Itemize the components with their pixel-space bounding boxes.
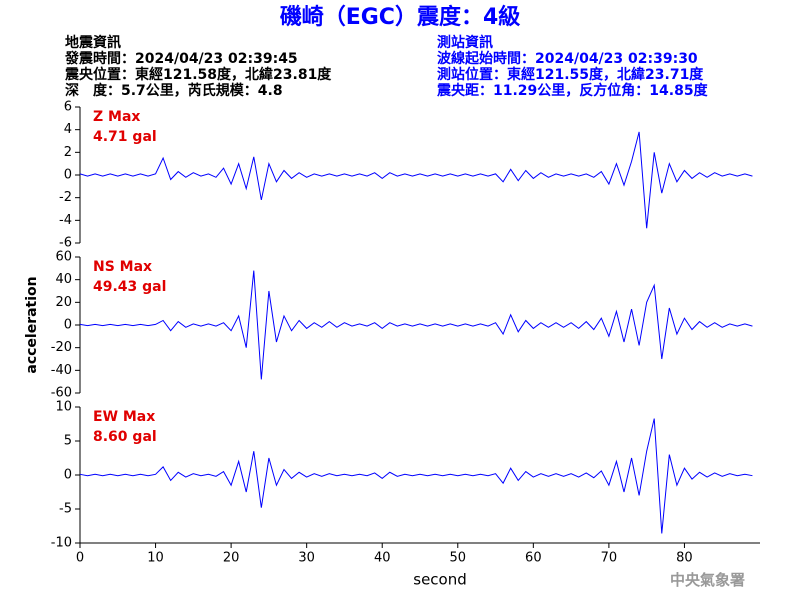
- y-tick-label: -5: [59, 502, 72, 517]
- event-info: 發震時間：2024/04/23 02:39:45: [64, 50, 298, 67]
- x-tick-label: 10: [147, 551, 164, 566]
- y-tick-label: -4: [59, 213, 72, 228]
- y-tick-label: 0: [64, 468, 72, 483]
- max-annotation: 4.71 gal: [93, 129, 157, 145]
- event-info: 深 度：5.7公里，芮氏規模：4.8: [65, 82, 283, 99]
- event-info: 震央位置：東經121.58度，北緯23.81度: [64, 66, 332, 83]
- y-tick-label: 10: [55, 400, 72, 415]
- waveform: [79, 418, 753, 534]
- station-info: 測站位置：東經121.55度，北緯23.71度: [437, 66, 704, 83]
- y-tick-label: -6: [59, 236, 72, 251]
- max-annotation: NS Max: [93, 259, 152, 275]
- y-tick-label: 4: [64, 122, 72, 137]
- x-tick-label: 20: [223, 551, 240, 566]
- x-tick-label: 50: [450, 551, 467, 566]
- y-tick-label: -40: [51, 363, 72, 378]
- y-tick-label: -20: [51, 340, 72, 355]
- y-tick-label: 20: [55, 295, 72, 310]
- max-annotation: EW Max: [93, 409, 155, 425]
- x-tick-label: 60: [525, 551, 542, 566]
- y-tick-label: 40: [55, 272, 72, 287]
- max-annotation: 8.60 gal: [93, 429, 157, 445]
- max-annotation: 49.43 gal: [93, 279, 166, 295]
- y-tick-label: 0: [64, 318, 72, 333]
- event-info: 地震資訊: [65, 34, 121, 51]
- x-tick-label: 70: [601, 551, 618, 566]
- y-tick-label: -2: [59, 190, 72, 205]
- x-axis-label: second: [413, 571, 467, 589]
- x-tick-label: 40: [374, 551, 391, 566]
- station-info: 波線起始時間：2024/04/23 02:39:30: [437, 50, 698, 67]
- waveform: [79, 131, 753, 229]
- y-tick-label: 60: [55, 250, 72, 265]
- station-info: 測站資訊: [437, 34, 493, 51]
- y-axis-label: acceleration: [24, 276, 40, 373]
- y-tick-label: -60: [51, 386, 72, 401]
- y-tick-label: 5: [64, 434, 72, 449]
- y-tick-label: 2: [64, 145, 72, 160]
- y-tick-label: 6: [64, 100, 72, 115]
- x-tick-label: 30: [298, 551, 315, 566]
- station-info: 震央距：11.29公里，反方位角：14.85度: [436, 82, 709, 99]
- y-tick-label: -10: [51, 536, 72, 551]
- x-tick-label: 80: [676, 551, 693, 566]
- title: 磯崎（EGC）震度：4級: [280, 4, 521, 30]
- footer: 中央氣象署: [670, 571, 745, 589]
- max-annotation: Z Max: [93, 109, 140, 125]
- x-tick-label: 0: [76, 551, 84, 566]
- waveform: [79, 270, 753, 380]
- y-tick-label: 0: [64, 168, 72, 183]
